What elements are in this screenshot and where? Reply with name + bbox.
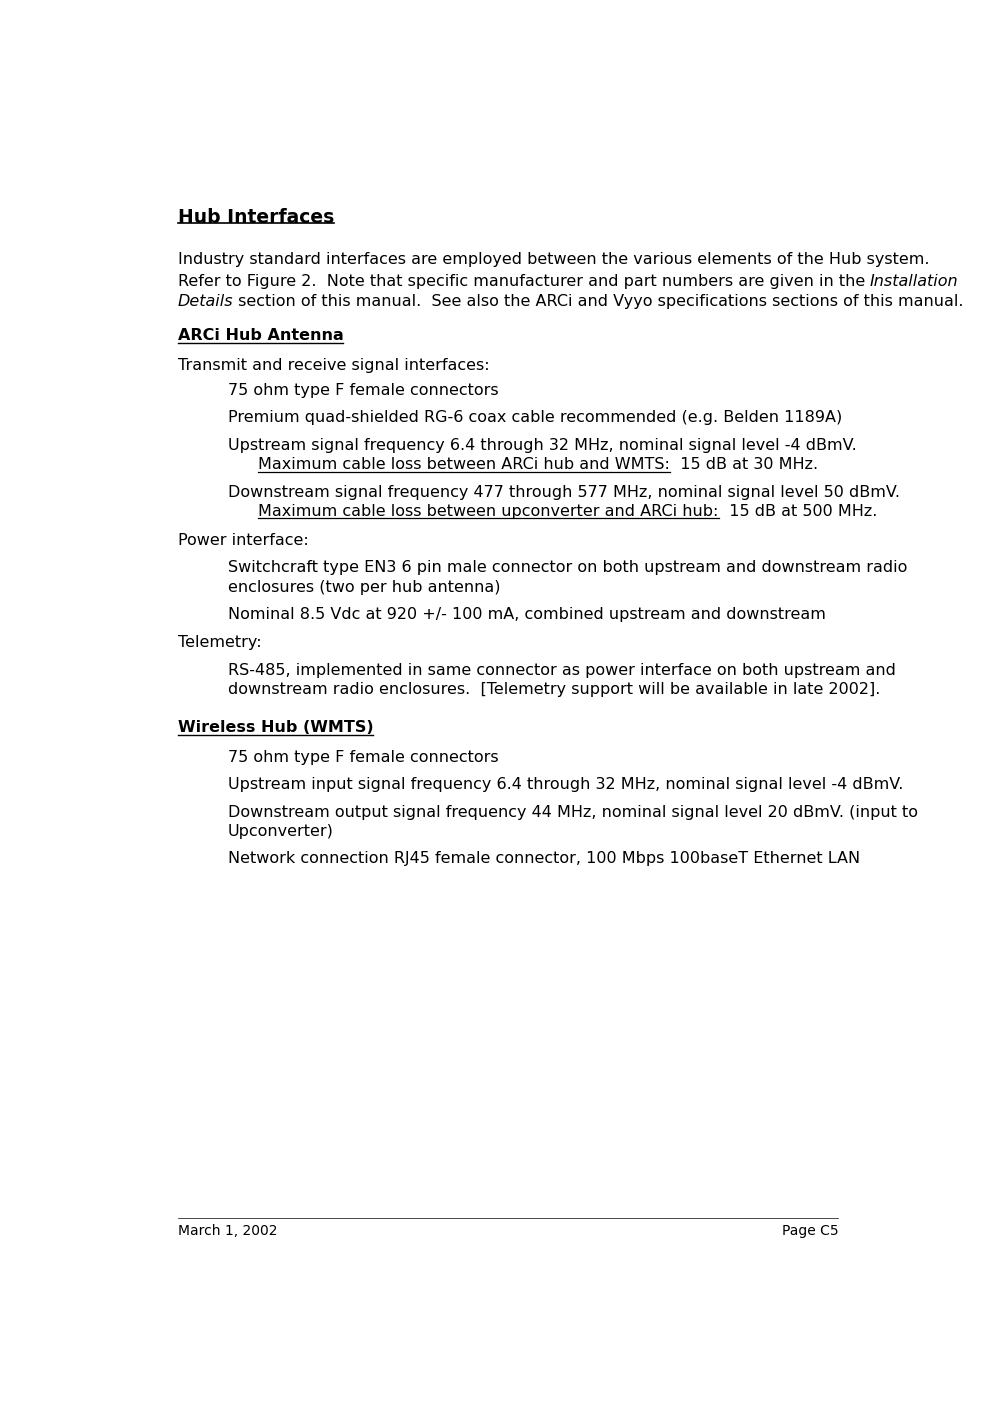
Text: downstream radio enclosures.  [Telemetry support will be available in late 2002]: downstream radio enclosures. [Telemetry … [228,682,880,698]
Text: Industry standard interfaces are employed between the various elements of the Hu: Industry standard interfaces are employe… [177,252,930,267]
Text: section of this manual.  See also the ARCi and Vyyo specifications sections of t: section of this manual. See also the ARC… [233,294,964,309]
Text: Wireless Hub (WMTS): Wireless Hub (WMTS) [177,720,374,736]
Text: March 1, 2002: March 1, 2002 [177,1224,277,1238]
Text: Upstream input signal frequency 6.4 through 32 MHz, nominal signal level -4 dBmV: Upstream input signal frequency 6.4 thro… [228,777,903,793]
Text: 15 dB at 500 MHz.: 15 dB at 500 MHz. [718,505,877,519]
Text: Details: Details [177,294,233,309]
Text: Page C5: Page C5 [782,1224,838,1238]
Text: Downstream signal frequency 477 through 577 MHz, nominal signal level 50 dBmV.: Downstream signal frequency 477 through … [228,485,900,499]
Text: Power interface:: Power interface: [177,533,308,547]
Text: Downstream output signal frequency 44 MHz, nominal signal level 20 dBmV. (input : Downstream output signal frequency 44 MH… [228,804,918,820]
Text: Upstream signal frequency 6.4 through 32 MHz, nominal signal level -4 dBmV.: Upstream signal frequency 6.4 through 32… [228,438,856,452]
Text: Switchcraft type EN3 6 pin male connector on both upstream and downstream radio: Switchcraft type EN3 6 pin male connecto… [228,560,907,574]
Text: Installation: Installation [870,274,958,289]
Text: Hub Interfaces: Hub Interfaces [177,208,334,227]
Text: Network connection RJ45 female connector, 100 Mbps 100baseT Ethernet LAN: Network connection RJ45 female connector… [228,851,859,866]
Text: Telemetry:: Telemetry: [177,635,262,651]
Text: Transmit and receive signal interfaces:: Transmit and receive signal interfaces: [177,357,490,373]
Text: Nominal 8.5 Vdc at 920 +/- 100 mA, combined upstream and downstream: Nominal 8.5 Vdc at 920 +/- 100 mA, combi… [228,607,826,623]
Text: 75 ohm type F female connectors: 75 ohm type F female connectors [228,383,498,398]
Text: Refer to Figure 2.  Note that specific manufacturer and part numbers are given i: Refer to Figure 2. Note that specific ma… [177,274,870,289]
Text: RS-485, implemented in same connector as power interface on both upstream and: RS-485, implemented in same connector as… [228,662,896,678]
Text: enclosures (two per hub antenna): enclosures (two per hub antenna) [228,580,500,594]
Text: ARCi Hub Antenna: ARCi Hub Antenna [177,329,344,343]
Text: Upconverter): Upconverter) [228,824,333,839]
Text: Maximum cable loss between ARCi hub and WMTS:: Maximum cable loss between ARCi hub and … [259,458,670,472]
Text: 75 ohm type F female connectors: 75 ohm type F female connectors [228,750,498,764]
Text: Maximum cable loss between upconverter and ARCi hub:: Maximum cable loss between upconverter a… [259,505,718,519]
Text: 15 dB at 30 MHz.: 15 dB at 30 MHz. [670,458,819,472]
Text: Premium quad-shielded RG-6 coax cable recommended (e.g. Belden 1189A): Premium quad-shielded RG-6 coax cable re… [228,410,841,425]
